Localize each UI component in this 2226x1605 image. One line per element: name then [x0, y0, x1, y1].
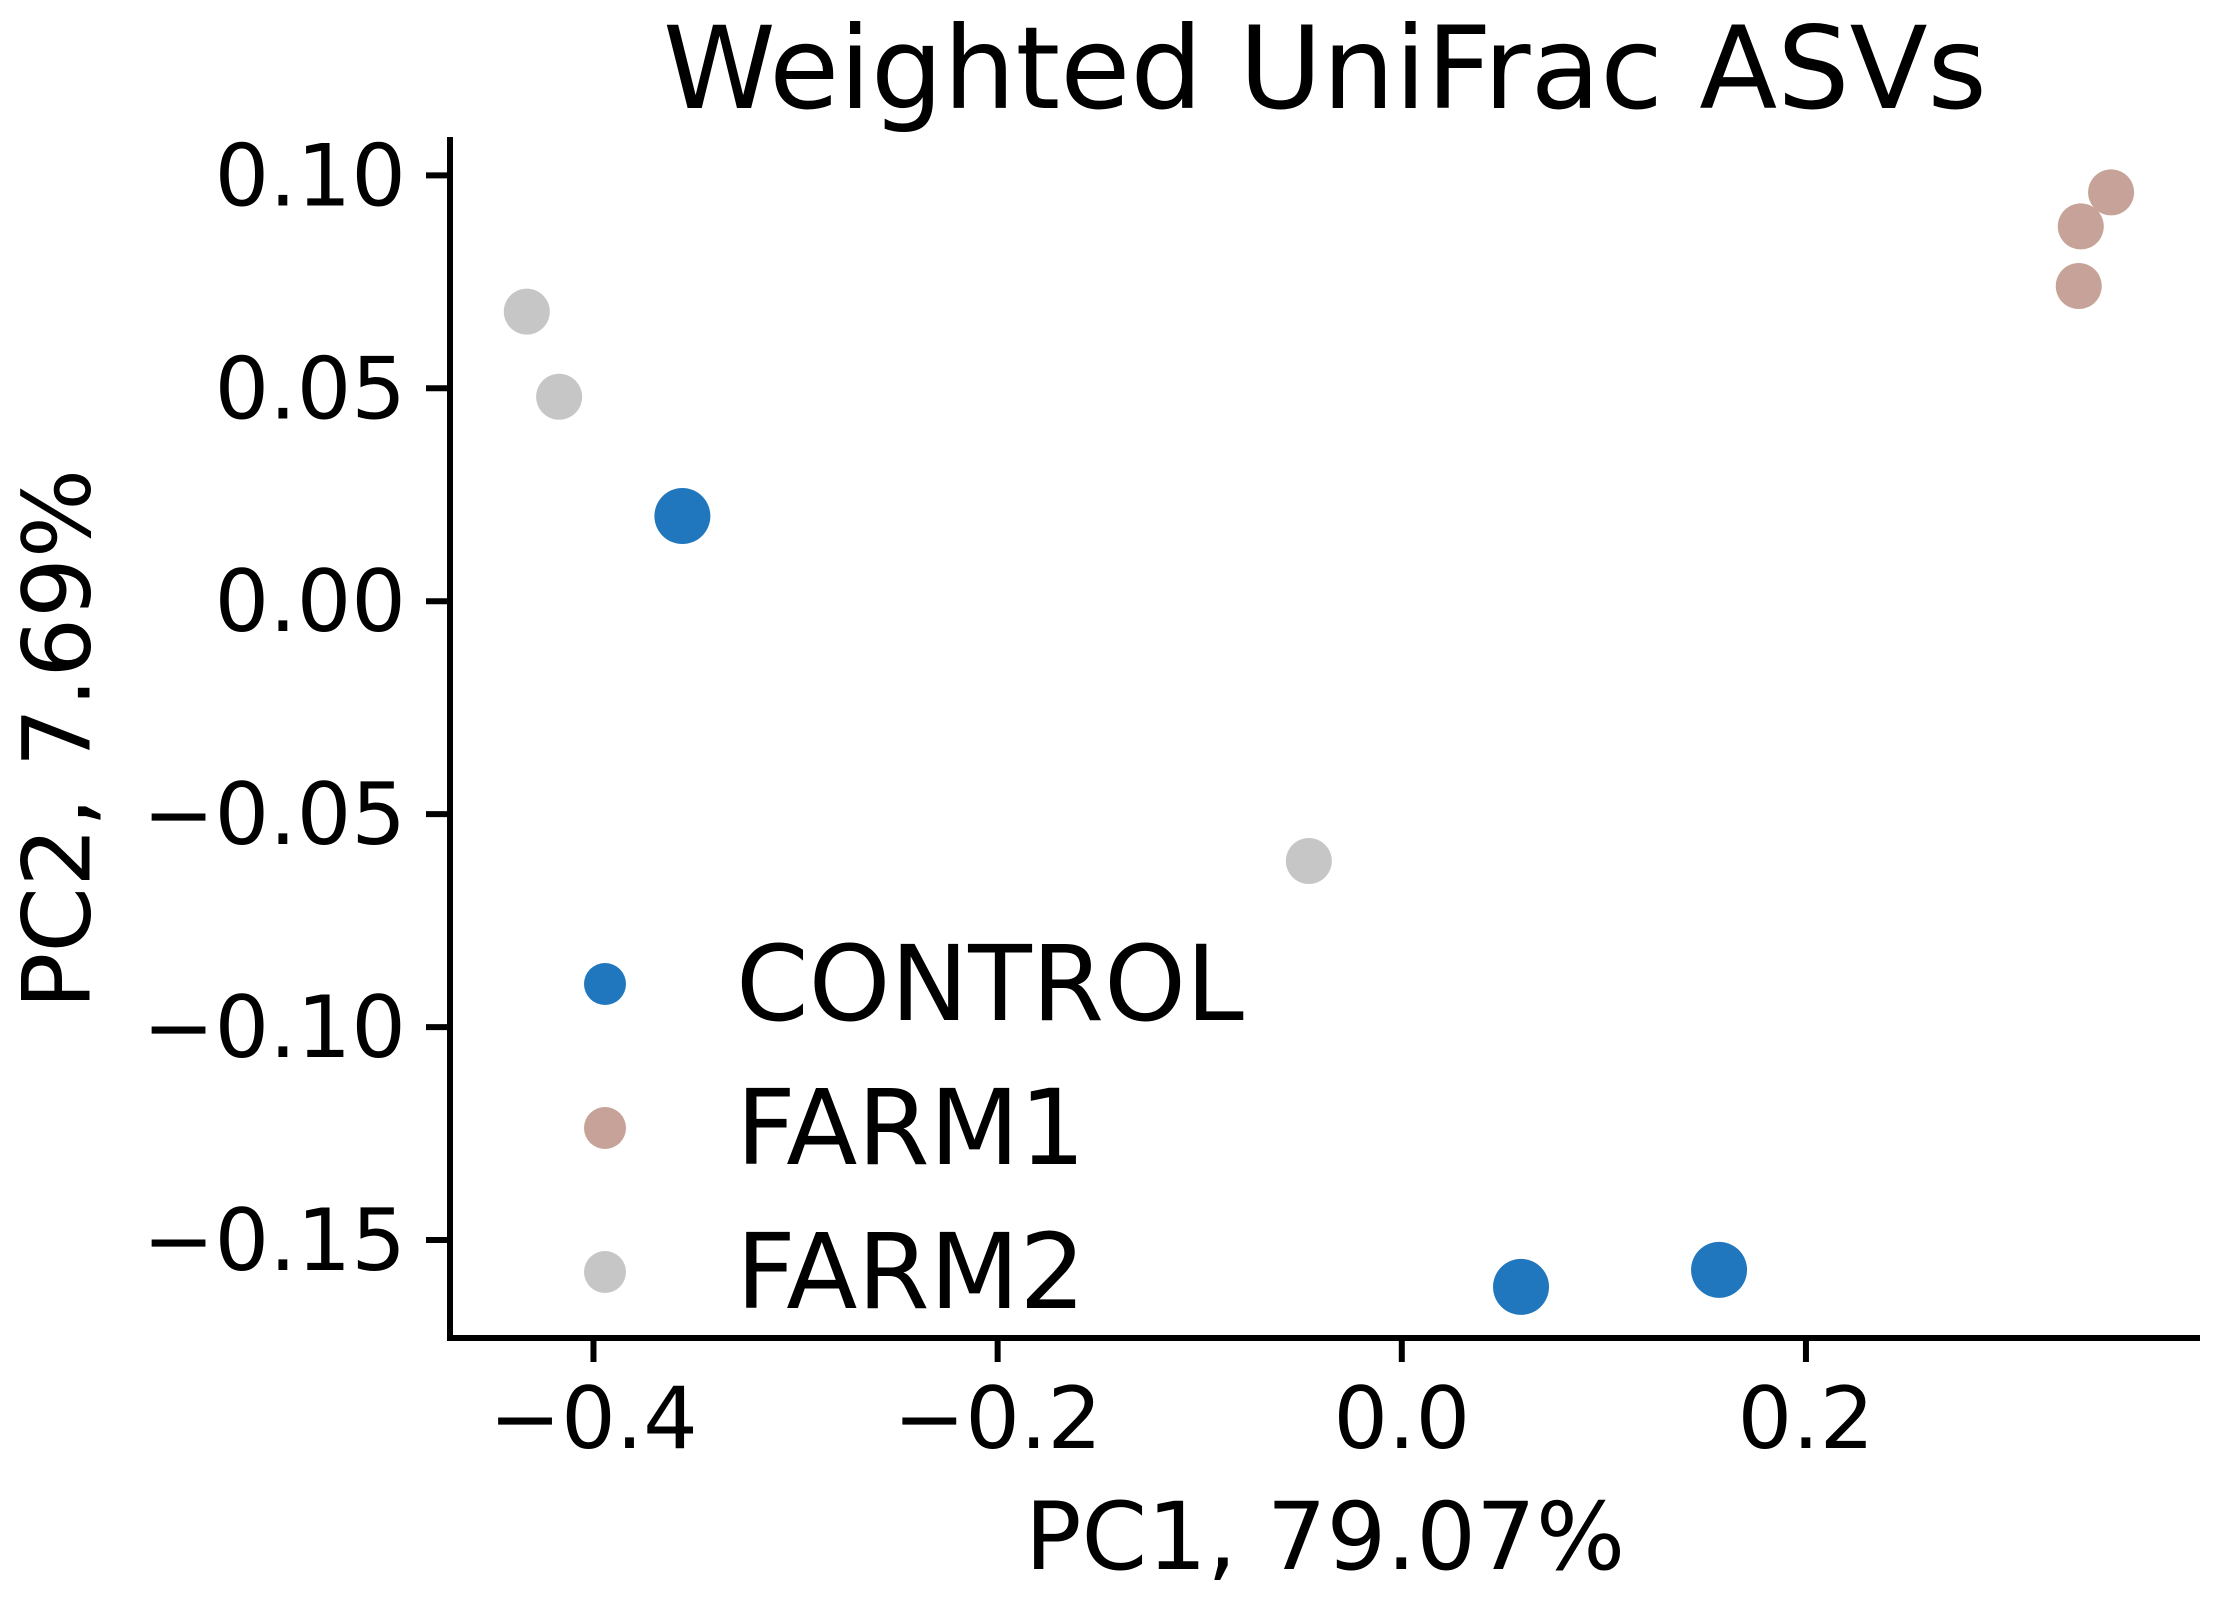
legend-marker-icon	[584, 1251, 626, 1293]
legend-marker-icon	[584, 1107, 626, 1149]
x-axis-tick-label: −0.4	[489, 1369, 698, 1469]
legend-label: FARM2	[736, 1211, 1086, 1333]
legend-label: CONTROL	[736, 923, 1244, 1045]
y-axis-tick-label: 0.00	[215, 552, 406, 652]
y-axis-label: PC2, 7.69%	[3, 468, 113, 1010]
legend-item-farm1: FARM1	[540, 1056, 1244, 1200]
y-axis-tick-label: 0.05	[215, 339, 406, 439]
chart-title: Weighted UniFrac ASVs	[663, 2, 1987, 135]
data-point-control	[1691, 1241, 1748, 1298]
data-point-farm1	[2088, 169, 2135, 216]
data-point-farm2	[503, 288, 550, 335]
data-point-farm2	[536, 373, 583, 420]
legend-label: FARM1	[736, 1067, 1086, 1189]
legend-marker-icon	[584, 963, 626, 1005]
data-point-farm1	[2055, 263, 2102, 310]
x-axis-label: PC1, 79.07%	[1024, 1483, 1626, 1592]
x-axis-tick-label: 0.0	[1333, 1369, 1470, 1469]
legend-item-farm2: FARM2	[540, 1200, 1244, 1344]
y-axis-tick-label: −0.10	[142, 978, 406, 1078]
y-axis-tick-label: −0.15	[142, 1191, 406, 1291]
data-point-farm2	[1285, 838, 1332, 885]
x-axis-tick-label: 0.2	[1738, 1369, 1875, 1469]
y-axis-tick-label: −0.05	[142, 765, 406, 865]
data-point-control	[654, 488, 711, 545]
legend-item-control: CONTROL	[540, 912, 1244, 1056]
x-axis-tick-label: −0.2	[893, 1369, 1102, 1469]
data-point-control	[1493, 1258, 1550, 1315]
data-point-farm1	[2057, 203, 2104, 250]
y-axis-tick-label: 0.10	[215, 126, 406, 226]
legend: CONTROL FARM1 FARM2	[540, 912, 1244, 1344]
